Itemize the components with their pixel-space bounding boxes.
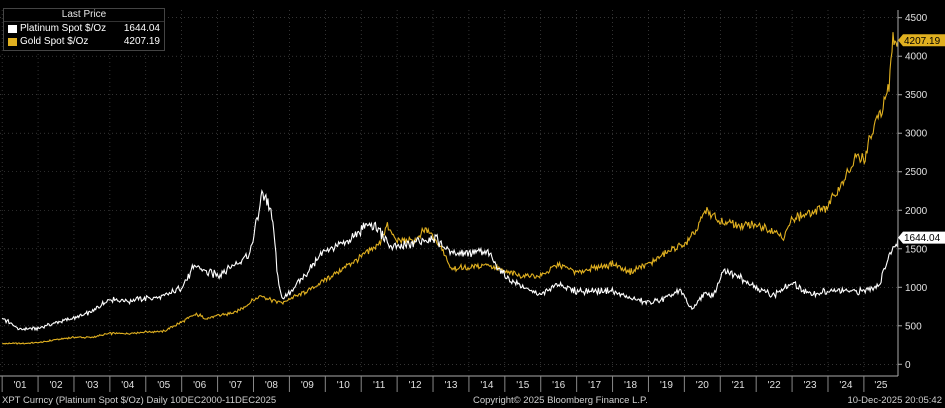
last-price-platinum-bg [898, 231, 945, 244]
x-tick-label: '16 [552, 380, 565, 391]
x-tick-label: '06 [193, 380, 206, 391]
footer: XPT Curncy (Platinum Spot $/Oz) Daily 10… [0, 394, 945, 408]
legend: Last Price Platinum Spot $/Oz 1644.04 Go… [3, 8, 165, 51]
x-tick-label: '12 [409, 380, 422, 391]
x-tick-label: '11 [373, 380, 386, 391]
footer-copyright: Copyright© 2025 Bloomberg Finance L.P. [473, 395, 648, 406]
legend-item-platinum: Platinum Spot $/Oz 1644.04 [4, 22, 164, 35]
footer-timestamp: 10-Dec-2025 20:05:42 [847, 395, 942, 406]
x-axis: '01 '02 '03 '04 '05 '06 '07 '08 '09 '10 '11 '12 '13 '… [0, 375, 898, 392]
gold-series-line [2, 32, 899, 345]
y-tick-label: 3500 [905, 90, 928, 101]
x-tick-label: '24 [839, 380, 852, 391]
x-tick-label: '25 [874, 380, 887, 391]
last-price-platinum: 1644.04 [904, 233, 941, 244]
footer-source: XPT Curncy (Platinum Spot $/Oz) Daily 10… [2, 395, 277, 406]
y-tick-label: 500 [905, 321, 922, 332]
x-tick-label: '04 [121, 380, 134, 391]
y-tick-label: 4000 [905, 52, 928, 63]
x-tick-label: '18 [624, 380, 637, 391]
platinum-series-line [1, 189, 899, 332]
x-tick-label: '21 [732, 380, 745, 391]
x-tick-label: '17 [588, 380, 601, 391]
y-tick-label: 4500 [905, 13, 928, 24]
legend-item-gold: Gold Spot $/Oz 4207.19 [4, 35, 164, 48]
x-tick-label: '20 [696, 380, 709, 391]
x-tick-label: '14 [480, 380, 493, 391]
y-tick-label: 3000 [905, 129, 928, 140]
legend-label-platinum: Platinum Spot $/Oz [20, 23, 107, 34]
x-tick-label: '22 [768, 380, 781, 391]
platinum-swatch [8, 25, 17, 33]
x-tick-label: '08 [265, 380, 278, 391]
x-tick-label: '23 [804, 380, 817, 391]
legend-label-gold: Gold Spot $/Oz [20, 36, 89, 47]
x-tick-label: '09 [301, 380, 314, 391]
y-tick-label: 1500 [905, 244, 928, 255]
grid-lines [0, 10, 898, 372]
y-tick-label: 2000 [905, 206, 928, 217]
last-price-labels: 4207.19 1644.04 [898, 34, 945, 244]
x-tick-label: '05 [157, 380, 170, 391]
x-tick-label: '03 [85, 380, 98, 391]
gold-swatch [8, 38, 17, 46]
series-lines [1, 32, 899, 345]
x-tick-label: '01 [14, 380, 27, 391]
last-price-gold: 4207.19 [904, 36, 941, 47]
legend-value-platinum: 1644.04 [123, 23, 160, 34]
y-tick-label: 1000 [905, 283, 928, 294]
x-tick-label: '02 [49, 380, 62, 391]
x-tick-label: '19 [660, 380, 673, 391]
x-tick-label: '10 [337, 380, 350, 391]
y-axis: 0 500 1000 1500 2000 2500 3000 3500 4000 4500 [897, 10, 928, 376]
x-tick-label: '13 [444, 380, 457, 391]
last-price-gold-bg [898, 34, 945, 47]
legend-value-gold: 4207.19 [123, 36, 160, 47]
x-tick-label: '07 [229, 380, 242, 391]
y-tick-label: 2500 [905, 167, 928, 178]
y-tick-label: 0 [905, 360, 911, 371]
x-tick-label: '15 [516, 380, 529, 391]
legend-header: Last Price [4, 9, 164, 22]
